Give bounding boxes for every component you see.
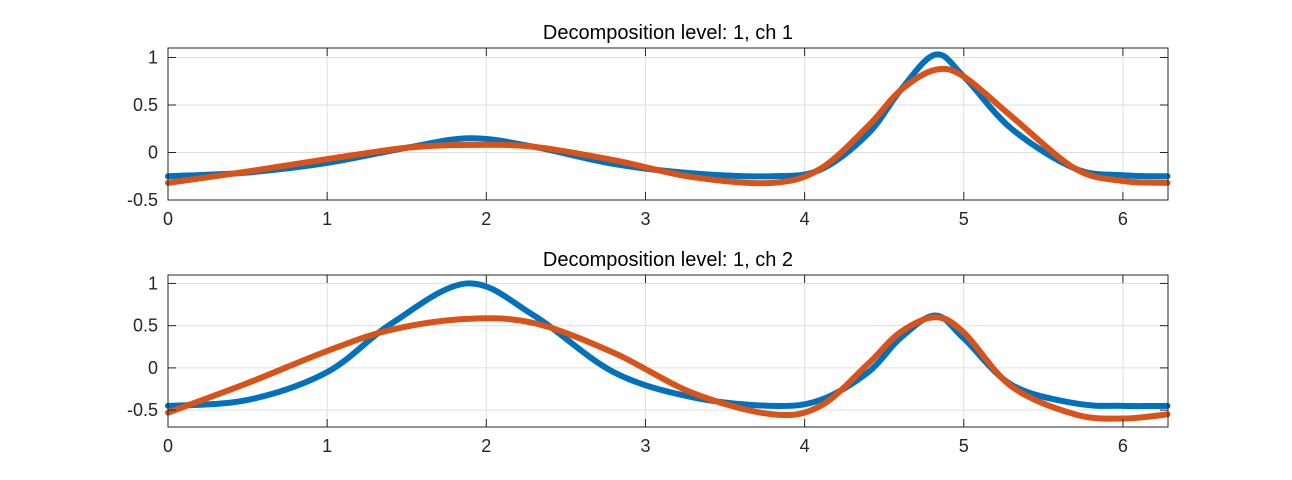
x-tick-label: 0 xyxy=(163,209,173,229)
x-tick-label: 1 xyxy=(322,436,332,456)
x-tick-label: 3 xyxy=(640,209,650,229)
chart-title-ch1: Decomposition level: 1, ch 1 xyxy=(543,22,793,44)
x-tick-label: 1 xyxy=(322,209,332,229)
ticks-ch1: 0 1 2 3 4 5 6-0.500.51 xyxy=(127,48,1168,229)
x-tick-label: 4 xyxy=(800,436,810,456)
x-tick-label: 0 xyxy=(163,436,173,456)
chart-title-ch2: Decomposition level: 1, ch 2 xyxy=(543,249,793,271)
x-tick-label: 4 xyxy=(800,209,810,229)
series-line-2 xyxy=(165,314,1171,422)
axes-box-ch2 xyxy=(167,274,1169,428)
y-tick-label: 0 xyxy=(148,143,158,163)
y-tick-label: 1 xyxy=(148,273,158,293)
y-tick-label: 0 xyxy=(148,358,158,378)
x-tick-label: 2 xyxy=(481,209,491,229)
y-tick-label: -0.5 xyxy=(127,400,158,420)
axes-frame-ch2 xyxy=(167,274,1169,428)
series-group-ch1 xyxy=(165,51,1171,187)
subplot-ch1: 0 1 2 3 4 5 6-0.500.51 Decomposition level: 1,… xyxy=(127,22,1171,229)
x-tick-label: 6 xyxy=(1118,209,1128,229)
y-tick-label: 0.5 xyxy=(133,95,158,115)
x-tick-label: 5 xyxy=(959,436,969,456)
x-tick-label: 2 xyxy=(481,436,491,456)
x-tick-label: 5 xyxy=(959,209,969,229)
y-tick-label: 1 xyxy=(148,48,158,68)
y-tick-label: -0.5 xyxy=(127,190,158,210)
subplot-ch2: 0 1 2 3 4 5 6-0.500.51 Decomposition level: 1,… xyxy=(127,249,1171,456)
y-tick-label: 0.5 xyxy=(133,316,158,336)
axes-frame-ch1 xyxy=(167,47,1169,201)
x-tick-label: 6 xyxy=(1118,436,1128,456)
series-group-ch2 xyxy=(165,280,1171,422)
series-line-2 xyxy=(165,65,1171,187)
grid-ch2 xyxy=(167,275,1168,427)
ticks-ch2: 0 1 2 3 4 5 6-0.500.51 xyxy=(127,273,1168,456)
x-tick-label: 3 xyxy=(640,436,650,456)
